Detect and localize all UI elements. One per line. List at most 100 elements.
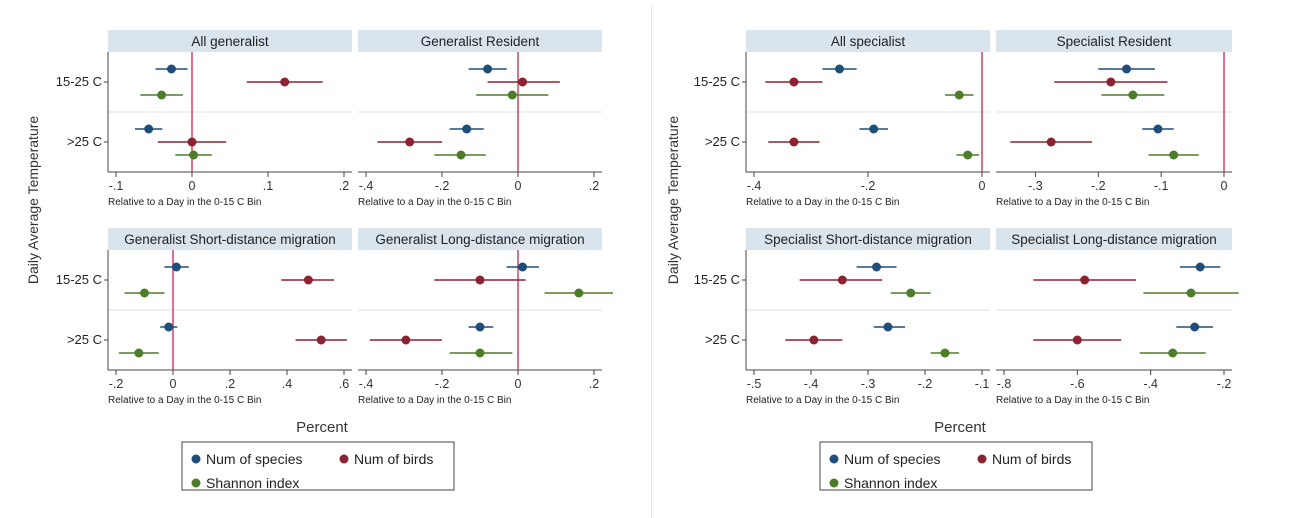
facet-header	[358, 30, 602, 52]
x-tick-label: -.2	[861, 179, 876, 193]
point-num_species	[166, 64, 176, 74]
point-num_birds	[405, 137, 415, 147]
x-tick-label: -.3	[1028, 179, 1043, 193]
legend-marker-num_birds	[339, 454, 349, 464]
x-tick-label: .4	[282, 377, 292, 391]
point-num_species	[1122, 64, 1132, 74]
x-tick-label: 0	[515, 377, 522, 391]
x-axis-caption: Relative to a Day in the 0-15 C Bin	[746, 197, 899, 208]
facet-title: All generalist	[191, 34, 269, 49]
x-tick-label: -.2	[1217, 377, 1232, 391]
point-shannon	[456, 150, 466, 160]
point-num_birds	[475, 275, 485, 285]
point-num_birds	[1072, 335, 1082, 345]
x-tick-label: 0	[515, 179, 522, 193]
x-tick-label: -.1	[109, 179, 124, 193]
legend-label-num_species: Num of species	[844, 451, 940, 467]
facet-title: Generalist Resident	[421, 34, 540, 49]
x-tick-label: -.5	[747, 377, 762, 391]
point-shannon	[189, 150, 199, 160]
x-tick-label: -.2	[435, 179, 450, 193]
legend-marker-shannon	[829, 478, 839, 488]
point-num_birds	[518, 77, 528, 87]
x-axis-caption: Relative to a Day in the 0-15 C Bin	[996, 395, 1149, 406]
x-tick-label: -.4	[1143, 377, 1158, 391]
figure-divider	[651, 6, 652, 518]
point-shannon	[475, 348, 485, 358]
point-shannon	[1128, 90, 1138, 100]
facet-title: All specialist	[831, 34, 906, 49]
point-num_birds	[1080, 275, 1090, 285]
legend-marker-num_species	[191, 454, 201, 464]
x-axis-caption: Relative to a Day in the 0-15 C Bin	[108, 395, 261, 406]
point-shannon	[940, 348, 950, 358]
point-shannon	[1168, 348, 1178, 358]
point-num_species	[1153, 124, 1163, 134]
legend-label-num_birds: Num of birds	[354, 451, 433, 467]
x-axis-caption: Relative to a Day in the 0-15 C Bin	[746, 395, 899, 406]
point-shannon	[906, 288, 916, 298]
x-tick-label: -.6	[1070, 377, 1085, 391]
x-axis-caption: Relative to a Day in the 0-15 C Bin	[358, 395, 511, 406]
point-num_birds	[280, 77, 290, 87]
x-tick-label: -.3	[861, 377, 876, 391]
legend: Num of species Num of birds Shannon index	[819, 441, 1093, 491]
point-num_species	[869, 124, 879, 134]
x-tick-label: .2	[589, 377, 599, 391]
point-num_birds	[789, 77, 799, 87]
legend-label-num_birds: Num of birds	[992, 451, 1071, 467]
x-tick-label: 0	[1221, 179, 1228, 193]
point-num_birds	[1046, 137, 1056, 147]
facet-5: Specialist Resident -.3 -.2 -.1 0 Relative to…	[996, 30, 1232, 208]
facet-header	[746, 30, 990, 52]
facet-header	[996, 30, 1232, 52]
x-tick-label: -.8	[997, 377, 1012, 391]
point-shannon	[134, 348, 144, 358]
point-num_species	[164, 322, 174, 332]
point-shannon	[1169, 150, 1179, 160]
x-tick-label: .2	[339, 179, 349, 193]
point-num_birds	[316, 335, 326, 345]
legend-label-shannon: Shannon index	[844, 475, 937, 491]
facet-3: Generalist Long-distance migration -.4 -.2…	[358, 228, 613, 406]
point-num_birds	[401, 335, 411, 345]
point-num_species	[1195, 262, 1205, 272]
point-num_species	[171, 262, 181, 272]
point-shannon	[157, 90, 167, 100]
x-tick-label: -.4	[359, 377, 374, 391]
point-num_species	[475, 322, 485, 332]
point-num_species	[1190, 322, 1200, 332]
y-category-label: >25 C	[705, 134, 740, 149]
point-shannon	[963, 150, 973, 160]
facet-title: Specialist Long-distance migration	[1011, 232, 1217, 247]
facet-0: All generalist -.1 0 .1 .2 Relative to a Day …	[56, 30, 352, 208]
x-axis-title: Percent	[296, 419, 349, 436]
point-num_birds	[789, 137, 799, 147]
y-category-label: 15-25 C	[694, 272, 740, 287]
legend-box	[819, 441, 1093, 491]
legend-label-shannon: Shannon index	[206, 475, 299, 491]
point-num_species	[462, 124, 472, 134]
x-tick-label: .1	[263, 179, 273, 193]
x-tick-label: -.4	[747, 179, 762, 193]
facet-4: All specialist -.4 -.2 0 Relative to a Day i…	[694, 30, 990, 208]
point-num_birds	[1106, 77, 1116, 87]
x-tick-label: 0	[170, 377, 177, 391]
point-num_species	[483, 64, 493, 74]
facet-2: Generalist Short-distance migration -.2 0.…	[56, 228, 352, 406]
x-axis-caption: Relative to a Day in the 0-15 C Bin	[108, 197, 261, 208]
y-category-label: 15-25 C	[694, 74, 740, 89]
legend-marker-num_species	[829, 454, 839, 464]
point-num_species	[518, 262, 528, 272]
x-axis-caption: Relative to a Day in the 0-15 C Bin	[996, 197, 1149, 208]
point-num_species	[872, 262, 882, 272]
facet-header	[746, 228, 990, 250]
y-axis-title: Daily Average Temperature	[25, 116, 41, 285]
legend-box	[181, 441, 455, 491]
x-axis-title: Percent	[934, 419, 987, 436]
y-category-label: 15-25 C	[56, 74, 102, 89]
point-num_species	[883, 322, 893, 332]
facet-title: Specialist Short-distance migration	[764, 232, 972, 247]
facet-7: Specialist Long-distance migration -.8 -.6…	[996, 228, 1239, 406]
